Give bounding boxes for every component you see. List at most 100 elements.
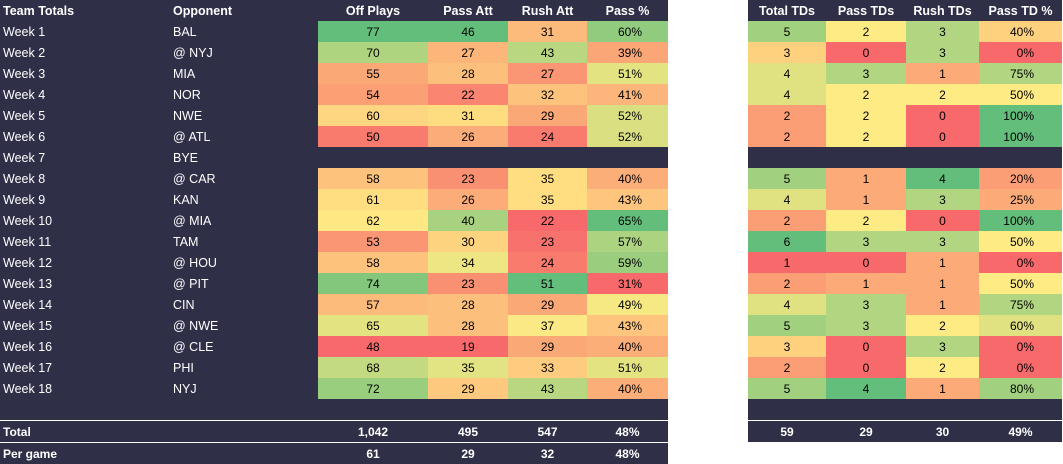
per-game-rush-att: 32 bbox=[508, 443, 587, 464]
pass-tds-cell: 4 bbox=[826, 378, 906, 399]
total-tds-cell: 4 bbox=[748, 63, 826, 84]
opponent-cell: KAN bbox=[170, 189, 318, 210]
rush-tds-cell: 2 bbox=[906, 315, 979, 336]
week-label: Week 15 bbox=[0, 315, 170, 336]
rush-att-cell: 27 bbox=[508, 63, 587, 84]
td-header-row: Total TDs Pass TDs Rush TDs Pass TD % bbox=[748, 0, 1062, 21]
pass-tds-cell: 3 bbox=[826, 231, 906, 252]
total-tds-cell: 2 bbox=[748, 357, 826, 378]
pass-att-cell: 26 bbox=[428, 126, 508, 147]
total-tds-cell: 5 bbox=[748, 21, 826, 42]
total-rush-att: 547 bbox=[508, 421, 587, 443]
pass-td-pct-cell: 20% bbox=[979, 168, 1062, 189]
week-label: Week 12 bbox=[0, 252, 170, 273]
off-plays-cell: 68 bbox=[318, 357, 428, 378]
week-label: Week 2 bbox=[0, 42, 170, 63]
header-off-plays: Off Plays bbox=[318, 0, 428, 21]
pass-pct-cell: 41% bbox=[587, 84, 668, 105]
pass-td-pct-cell: 100% bbox=[979, 105, 1062, 126]
pass-pct-cell: 65% bbox=[587, 210, 668, 231]
total-pass-tds: 29 bbox=[826, 421, 906, 443]
pass-td-pct-cell: 60% bbox=[979, 315, 1062, 336]
off-plays-cell: 55 bbox=[318, 63, 428, 84]
pass-pct-cell: 59% bbox=[587, 252, 668, 273]
per-game-pass-pct: 48% bbox=[587, 443, 668, 464]
per-game-pass-att: 29 bbox=[428, 443, 508, 464]
header-pass-tds: Pass TDs bbox=[826, 0, 906, 21]
opponent-cell: @ ATL bbox=[170, 126, 318, 147]
opponent-cell: BAL bbox=[170, 21, 318, 42]
off-plays-cell: 74 bbox=[318, 273, 428, 294]
off-plays-cell: 48 bbox=[318, 336, 428, 357]
off-plays-cell bbox=[318, 147, 428, 168]
header-rush-tds: Rush TDs bbox=[906, 0, 979, 21]
off-plays-cell: 50 bbox=[318, 126, 428, 147]
total-label: Total bbox=[0, 421, 170, 443]
pass-pct-cell: 57% bbox=[587, 231, 668, 252]
pass-pct-cell: 51% bbox=[587, 357, 668, 378]
week-label: Week 10 bbox=[0, 210, 170, 231]
off-plays-cell: 70 bbox=[318, 42, 428, 63]
opponent-cell: MIA bbox=[170, 63, 318, 84]
spacer-row bbox=[0, 399, 668, 421]
header-pass-att: Pass Att bbox=[428, 0, 508, 21]
total-total-tds: 59 bbox=[748, 421, 826, 443]
rush-tds-cell: 4 bbox=[906, 168, 979, 189]
header-pass-td-pct: Pass TD % bbox=[979, 0, 1062, 21]
pass-td-pct-cell: 100% bbox=[979, 126, 1062, 147]
total-pass-td-pct: 49% bbox=[979, 421, 1062, 443]
rush-att-cell: 43 bbox=[508, 42, 587, 63]
rush-att-cell: 33 bbox=[508, 357, 587, 378]
pass-tds-cell: 2 bbox=[826, 21, 906, 42]
week-label: Week 16 bbox=[0, 336, 170, 357]
pass-pct-cell: 51% bbox=[587, 63, 668, 84]
pass-td-pct-cell: 0% bbox=[979, 252, 1062, 273]
total-tds-cell: 3 bbox=[748, 42, 826, 63]
pass-pct-cell: 60% bbox=[587, 21, 668, 42]
total-tds-cell: 4 bbox=[748, 189, 826, 210]
week-label: Week 7 bbox=[0, 147, 170, 168]
total-tds-cell bbox=[748, 147, 826, 168]
pass-td-pct-cell: 50% bbox=[979, 84, 1062, 105]
pass-pct-cell: 40% bbox=[587, 336, 668, 357]
total-tds-cell: 3 bbox=[748, 336, 826, 357]
total-tds-cell: 4 bbox=[748, 84, 826, 105]
pass-td-pct-cell: 100% bbox=[979, 210, 1062, 231]
pass-pct-cell: 40% bbox=[587, 378, 668, 399]
rush-tds-cell: 2 bbox=[906, 357, 979, 378]
opponent-cell: @ NWE bbox=[170, 315, 318, 336]
week-label: Week 18 bbox=[0, 378, 170, 399]
total-tds-cell: 2 bbox=[748, 126, 826, 147]
pass-tds-cell: 3 bbox=[826, 63, 906, 84]
rush-att-cell: 29 bbox=[508, 294, 587, 315]
rush-att-cell bbox=[508, 147, 587, 168]
pass-att-cell: 28 bbox=[428, 294, 508, 315]
pass-pct-cell: 40% bbox=[587, 168, 668, 189]
per-game-off-plays: 61 bbox=[318, 443, 428, 464]
total-tds-cell: 2 bbox=[748, 273, 826, 294]
pass-td-pct-cell: 40% bbox=[979, 21, 1062, 42]
pass-att-cell: 22 bbox=[428, 84, 508, 105]
header-rush-att: Rush Att bbox=[508, 0, 587, 21]
pass-att-cell: 23 bbox=[428, 273, 508, 294]
rush-att-cell: 31 bbox=[508, 21, 587, 42]
